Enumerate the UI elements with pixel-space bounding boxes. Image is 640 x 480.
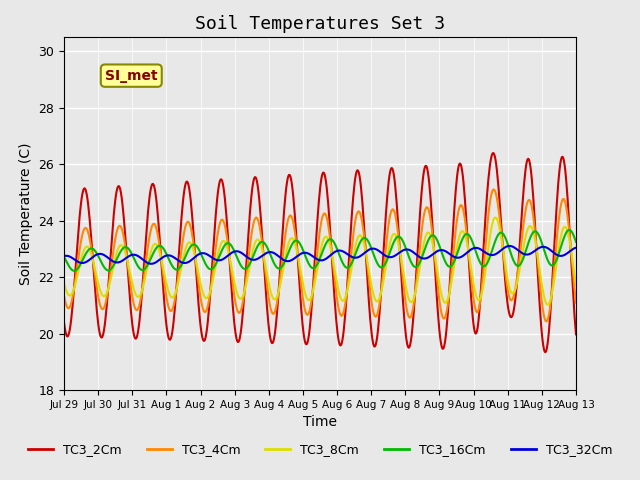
TC3_32Cm — [69, 256, 77, 262]
TC3_8Cm — [543, 302, 551, 308]
TC3_32Cm — [383, 253, 390, 259]
TC3_2Cm — [541, 349, 549, 355]
TC3_32Cm — [397, 248, 405, 254]
TC3_2Cm — [174, 264, 182, 270]
TC3_32Cm — [60, 253, 68, 259]
TC3_32Cm — [202, 251, 209, 257]
TC3_8Cm — [174, 281, 182, 287]
Legend: TC3_2Cm, TC3_4Cm, TC3_8Cm, TC3_16Cm, TC3_32Cm: TC3_2Cm, TC3_4Cm, TC3_8Cm, TC3_16Cm, TC3… — [23, 438, 617, 461]
TC3_2Cm — [201, 336, 209, 342]
TC3_2Cm — [122, 242, 130, 248]
TC3_8Cm — [397, 254, 404, 260]
TC3_8Cm — [69, 288, 77, 294]
TC3_16Cm — [123, 244, 131, 250]
TC3_16Cm — [70, 268, 78, 274]
TC3_16Cm — [383, 258, 390, 264]
Line: TC3_8Cm: TC3_8Cm — [64, 217, 576, 305]
TC3_4Cm — [201, 309, 209, 315]
TC3_4Cm — [174, 276, 182, 281]
TC3_2Cm — [490, 150, 497, 156]
TC3_32Cm — [506, 243, 514, 249]
TC3_2Cm — [60, 320, 68, 325]
Line: TC3_16Cm: TC3_16Cm — [64, 230, 576, 271]
TC3_8Cm — [382, 263, 390, 269]
TC3_4Cm — [542, 319, 550, 324]
TC3_4Cm — [572, 300, 580, 306]
Title: Soil Temperatures Set 3: Soil Temperatures Set 3 — [195, 15, 445, 33]
TC3_32Cm — [147, 261, 155, 267]
Line: TC3_2Cm: TC3_2Cm — [64, 153, 576, 352]
Line: TC3_32Cm: TC3_32Cm — [64, 246, 576, 264]
TC3_4Cm — [69, 291, 77, 297]
TC3_8Cm — [572, 282, 580, 288]
TC3_32Cm — [572, 245, 580, 251]
TC3_16Cm — [572, 239, 580, 245]
TC3_4Cm — [490, 187, 497, 192]
TC3_16Cm — [397, 236, 405, 241]
TC3_4Cm — [397, 256, 404, 262]
TC3_4Cm — [382, 244, 390, 250]
TC3_4Cm — [122, 248, 130, 254]
TC3_4Cm — [60, 293, 68, 299]
TC3_16Cm — [202, 261, 209, 267]
Text: SI_met: SI_met — [105, 69, 157, 83]
TC3_2Cm — [69, 295, 77, 301]
TC3_8Cm — [122, 252, 130, 258]
Line: TC3_4Cm: TC3_4Cm — [64, 190, 576, 322]
TC3_32Cm — [175, 258, 182, 264]
TC3_2Cm — [397, 264, 404, 270]
Y-axis label: Soil Temperature (C): Soil Temperature (C) — [19, 143, 33, 285]
TC3_16Cm — [60, 254, 68, 260]
TC3_2Cm — [572, 332, 580, 337]
TC3_8Cm — [492, 215, 499, 220]
TC3_16Cm — [175, 266, 182, 272]
TC3_16Cm — [566, 227, 573, 233]
X-axis label: Time: Time — [303, 415, 337, 429]
TC3_2Cm — [382, 212, 390, 217]
TC3_8Cm — [60, 280, 68, 286]
TC3_8Cm — [201, 294, 209, 300]
TC3_32Cm — [122, 255, 130, 261]
TC3_16Cm — [69, 268, 77, 274]
